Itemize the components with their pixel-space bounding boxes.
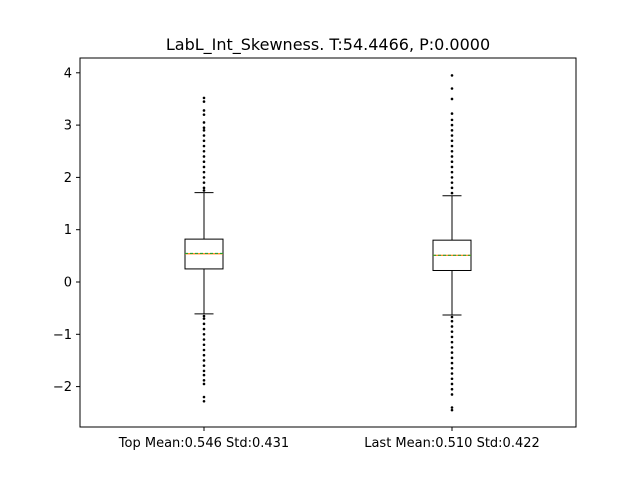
flier-point [450, 330, 454, 333]
flier-point [450, 406, 454, 409]
flier-point [450, 170, 454, 174]
flier-point [202, 149, 206, 153]
flier-point [450, 129, 454, 132]
flier-point [450, 165, 454, 169]
flier-point [450, 315, 454, 319]
flier-point [450, 346, 454, 349]
flier-point [450, 366, 454, 370]
flier-point [202, 373, 206, 377]
flier-point [450, 155, 454, 158]
flier-point [202, 121, 206, 124]
flier-point [450, 351, 454, 354]
flier-point [450, 87, 454, 90]
flier-point [202, 395, 206, 399]
chart-title: LabL_Int_Skewness. T:54.4466, P:0.0000 [166, 35, 490, 55]
box-group [184, 96, 224, 403]
flier-point [450, 372, 454, 375]
flier-point [450, 134, 454, 137]
flier-point [202, 348, 206, 352]
plot-area [184, 74, 472, 412]
flier-point [450, 340, 454, 344]
flier-point [450, 325, 454, 328]
flier-point [450, 408, 454, 412]
flier-point [202, 144, 206, 148]
flier-point [450, 361, 454, 365]
flier-point [202, 382, 206, 386]
flier-point [450, 97, 454, 101]
y-axis: −2 −1 0 1 2 3 4 [53, 66, 80, 395]
flier-point [450, 387, 454, 391]
flier-point [202, 314, 206, 318]
flier-point [202, 96, 206, 100]
x-tick-label: Last Mean:0.510 Std:0.422 [364, 436, 540, 451]
axes-frame [79, 57, 577, 428]
flier-point [202, 338, 206, 341]
flier-point [202, 176, 206, 179]
flier-point [202, 109, 206, 112]
flier-point [450, 186, 454, 190]
x-tick-label: Top Mean:0.546 Std:0.431 [118, 436, 289, 451]
flier-point [202, 379, 206, 382]
y-tick-label: −1 [53, 328, 72, 343]
y-tick-label: 0 [64, 276, 72, 291]
flier-point [450, 191, 454, 195]
flier-point [202, 129, 206, 132]
flier-point [450, 139, 454, 143]
flier-point [450, 382, 454, 386]
flier-point [450, 160, 454, 164]
box-group [432, 74, 472, 412]
y-tick-label: 3 [64, 119, 72, 134]
flier-point [202, 333, 206, 336]
flier-point [450, 335, 454, 339]
flier-point [450, 118, 454, 122]
x-axis: Top Mean:0.546 Std:0.431 Last Mean:0.510 … [118, 427, 540, 451]
flier-point [202, 155, 206, 158]
flier-point [202, 343, 206, 347]
flier-point [202, 113, 206, 116]
flier-point [202, 327, 206, 331]
y-tick-label: 4 [64, 66, 72, 81]
flier-point [202, 126, 206, 130]
flier-point [202, 170, 206, 174]
flier-point [450, 356, 454, 360]
flier-point [202, 160, 206, 164]
y-tick-label: 2 [64, 171, 72, 186]
flier-point [202, 186, 206, 190]
flier-point [202, 359, 206, 362]
flier-point [202, 181, 206, 184]
flier-point [450, 181, 454, 184]
flier-point [450, 319, 454, 323]
flier-point [450, 176, 454, 179]
flier-point [202, 353, 206, 357]
flier-point [450, 74, 454, 77]
flier-point [202, 364, 206, 367]
flier-point [450, 149, 454, 153]
y-tick-label: −2 [53, 380, 72, 395]
flier-point [202, 139, 206, 143]
flier-point [202, 134, 206, 137]
flier-point [202, 369, 206, 373]
flier-point [202, 100, 206, 103]
flier-point [202, 399, 206, 403]
flier-point [450, 393, 454, 396]
flier-point [202, 322, 206, 326]
flier-point [450, 377, 454, 381]
flier-point [202, 189, 206, 192]
flier-point [450, 112, 454, 115]
flier-point [450, 123, 454, 127]
flier-point [450, 144, 454, 148]
flier-point [202, 165, 206, 169]
y-tick-label: 1 [64, 223, 72, 238]
flier-point [202, 317, 206, 320]
